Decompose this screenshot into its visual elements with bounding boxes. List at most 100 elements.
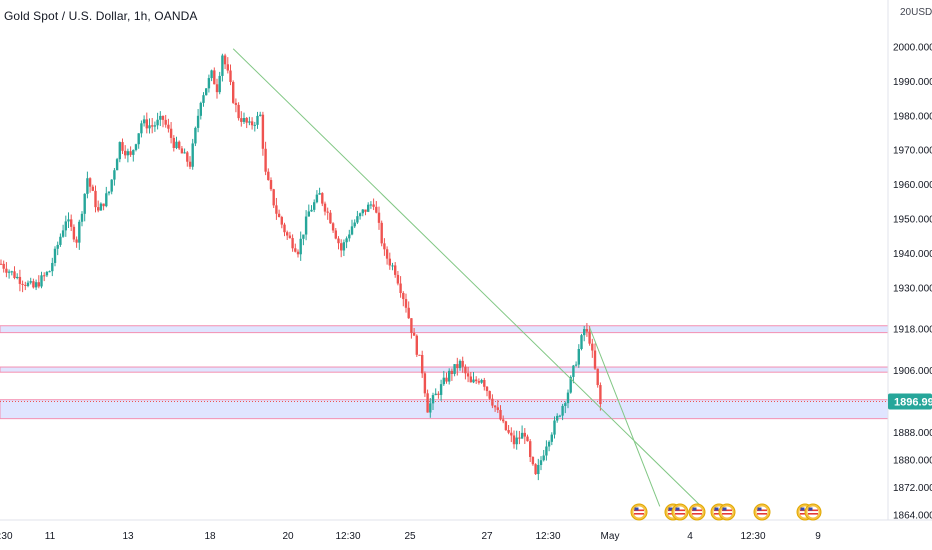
candle (124, 145, 127, 159)
us-flag-event-icon[interactable] (671, 503, 689, 521)
candle (7, 269, 11, 279)
trendline-2[interactable] (589, 327, 661, 507)
candle (491, 394, 494, 409)
candle (156, 112, 159, 130)
candle (259, 111, 262, 117)
candle (574, 361, 578, 367)
candle (237, 102, 240, 121)
candle (145, 112, 148, 134)
candle (205, 88, 208, 96)
candle (29, 277, 32, 285)
candle (358, 212, 362, 220)
candle (331, 222, 335, 233)
candle (593, 343, 597, 371)
candle (164, 114, 167, 128)
candle (267, 168, 270, 181)
us-flag-event-icon[interactable] (718, 503, 736, 521)
candle (264, 141, 267, 176)
candle (215, 78, 219, 99)
candle (161, 115, 165, 128)
candle (191, 138, 194, 170)
candle (134, 143, 138, 152)
trendline-1[interactable] (232, 48, 704, 509)
candle (550, 432, 553, 446)
candle (304, 210, 308, 241)
candle (439, 379, 443, 401)
candle (499, 405, 502, 421)
candle (61, 224, 65, 238)
candle (534, 463, 537, 475)
time-tick-label: 4 (687, 531, 693, 542)
candle (51, 257, 54, 277)
currency-label: USD (911, 7, 932, 18)
candle (418, 354, 421, 356)
candle (377, 206, 381, 230)
price-tick-label: 1888.000 (893, 428, 932, 439)
candle (294, 243, 297, 253)
price-axis[interactable]: 2000.000 1990.000 1980.000 1970.000 1960.000… (887, 0, 932, 522)
candle (151, 117, 154, 134)
candle (334, 227, 337, 240)
candle (496, 400, 499, 414)
us-flag-event-icon[interactable] (753, 503, 771, 521)
candle (248, 116, 251, 126)
candle (291, 234, 294, 252)
us-flag-event-icon[interactable] (804, 503, 822, 521)
candle (43, 272, 46, 282)
candle (207, 74, 211, 93)
price-tick-label: 1918.000 (893, 325, 932, 336)
price-tick-label: 1872.000 (893, 483, 932, 494)
candle (345, 236, 348, 249)
candle (383, 238, 386, 256)
candle (67, 212, 70, 228)
time-tick-label: 25 (404, 531, 416, 542)
candle (102, 203, 105, 211)
candle (475, 376, 478, 384)
symbol-title: Gold Spot / U.S. Dollar, 1h, OANDA (4, 9, 198, 23)
candle (253, 121, 256, 132)
us-flag-event-icon[interactable] (630, 503, 648, 521)
candle (240, 111, 243, 127)
candle (313, 199, 316, 213)
candle (242, 112, 246, 125)
currency-button[interactable]: 20USD (897, 6, 932, 20)
candle (172, 135, 175, 152)
candle (429, 398, 432, 418)
candle (364, 209, 367, 216)
candle (0, 259, 3, 265)
candle (97, 200, 100, 213)
candle (10, 270, 13, 276)
candle (148, 118, 151, 134)
candle (183, 148, 186, 154)
candle (213, 67, 216, 85)
time-axis[interactable]: 12:30 11 13 18 20 12:30 25 27 12:30 May 4 12:30 9 (0, 519, 932, 542)
price-tick-label: 1970.000 (893, 146, 932, 157)
candle (399, 276, 402, 298)
candle (250, 117, 254, 130)
candle (469, 371, 472, 383)
zone-support (0, 399, 889, 420)
candle (388, 252, 391, 270)
candle (385, 246, 389, 265)
candle (140, 120, 143, 138)
candle (434, 388, 437, 396)
candle (21, 280, 24, 293)
us-flag-event-icon[interactable] (688, 503, 706, 521)
candle (59, 233, 62, 247)
candle (234, 98, 238, 113)
candle (48, 270, 51, 273)
candle (394, 262, 397, 278)
candle (461, 356, 464, 373)
candle (142, 115, 146, 127)
candle (350, 219, 354, 236)
candle (485, 386, 489, 397)
candle (329, 210, 332, 224)
candle (13, 266, 16, 280)
price-tick-label: 1880.000 (893, 455, 932, 466)
candle (88, 177, 92, 193)
candle (353, 219, 356, 229)
candle (169, 122, 173, 144)
candle (288, 231, 292, 239)
candle (199, 101, 202, 120)
